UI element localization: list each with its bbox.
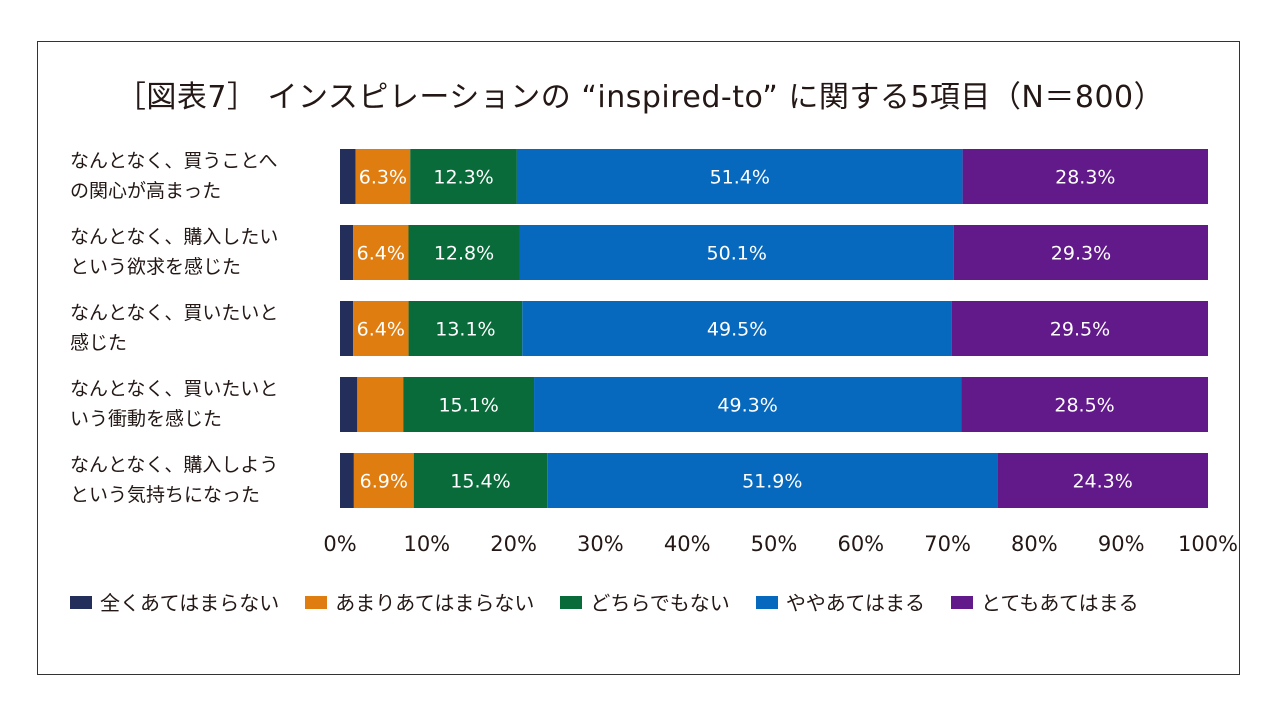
bar-segment: [353, 225, 409, 280]
x-tick-label: 70%: [924, 532, 971, 556]
legend-swatch: [305, 596, 328, 609]
bar-segment: [413, 453, 548, 508]
category-label: なんとなく、購入しよう という気持ちになった: [70, 454, 279, 506]
legend-label: あまりあてはまらない: [335, 591, 535, 615]
data-label: 51.4%: [710, 167, 770, 189]
x-tick-label: 100%: [1178, 532, 1238, 556]
bar-segment: [408, 301, 523, 356]
bar-segment: [961, 377, 1208, 432]
x-tick-label: 20%: [490, 532, 537, 556]
bar-segment: [403, 377, 535, 432]
legend-swatch: [755, 596, 778, 609]
legend: 全くあてはまらない あまりあてはまらない どちらでもない ややあてはまる とてもあてはま…: [70, 588, 1220, 618]
data-label: 28.3%: [1055, 167, 1115, 189]
bar-segment: [340, 377, 358, 432]
bar-segment: [962, 149, 1208, 204]
legend-item: とてもあてはまる: [951, 591, 1139, 615]
data-label: 13.1%: [435, 319, 495, 341]
bar-segment: [408, 225, 520, 280]
data-label: 12.3%: [433, 167, 493, 189]
bar-segment: [355, 149, 411, 204]
data-label: 15.1%: [438, 395, 498, 417]
x-tick-label: 10%: [403, 532, 450, 556]
legend-swatch: [70, 596, 92, 609]
bar-segment: [357, 377, 404, 432]
chart-frame: [37, 41, 1240, 675]
data-label: 49.5%: [707, 319, 767, 341]
x-tick-label: 90%: [1098, 532, 1145, 556]
data-label: 24.3%: [1072, 471, 1132, 493]
legend-swatch: [560, 596, 583, 609]
data-label: 6.3%: [359, 167, 407, 189]
bar-segment: [340, 225, 354, 280]
legend-item: 全くあてはまらない: [70, 591, 279, 615]
data-label: 51.9%: [742, 471, 802, 493]
bar-segment: [997, 453, 1208, 508]
bar-segment: [340, 453, 354, 508]
bar-segment: [951, 301, 1208, 356]
data-label: 29.5%: [1050, 319, 1110, 341]
x-tick-label: 40%: [664, 532, 711, 556]
legend-item: どちらでもない: [560, 591, 730, 615]
bar-segment: [522, 301, 952, 356]
bar-segment: [353, 453, 414, 508]
bar-segment: [519, 225, 954, 280]
legend-label: とてもあてはまる: [981, 591, 1139, 615]
data-label: 50.1%: [707, 243, 767, 265]
data-label: 49.3%: [717, 395, 777, 417]
x-tick-label: 30%: [577, 532, 624, 556]
x-tick-label: 60%: [837, 532, 884, 556]
bar-segment: [340, 301, 354, 356]
bar-segment: [547, 453, 998, 508]
data-label: 29.3%: [1051, 243, 1111, 265]
category-label: なんとなく、買いたいと いう衝動を感じた: [70, 378, 279, 430]
data-label: 15.4%: [450, 471, 510, 493]
data-label: 6.4%: [357, 319, 405, 341]
bar-segment: [953, 225, 1208, 280]
legend-label: ややあてはまる: [785, 591, 926, 615]
data-label: 6.9%: [360, 471, 408, 493]
legend-swatch: [951, 596, 974, 609]
legend-label: どちらでもない: [590, 591, 730, 615]
category-label: なんとなく、購入したい という欲求を感じた: [70, 226, 279, 278]
bar-segment: [516, 149, 963, 204]
bar-segment: [534, 377, 962, 432]
x-tick-label: 50%: [751, 532, 798, 556]
legend-label: 全くあてはまらない: [100, 591, 280, 615]
data-label: 6.4%: [357, 243, 405, 265]
chart-title: ［図表7］ インスピレーションの “inspired-to” に関する5項目（N…: [115, 80, 1165, 115]
bar-segment: [353, 301, 409, 356]
bar-segment: [340, 149, 356, 204]
legend-item: あまりあてはまらない: [305, 591, 534, 615]
legend-item: ややあてはまる: [755, 591, 926, 615]
bar-segment: [410, 149, 517, 204]
data-label: 12.8%: [434, 243, 494, 265]
category-label: なんとなく、買いたいと 感じた: [70, 302, 279, 354]
data-label: 28.5%: [1054, 395, 1114, 417]
x-tick-label: 0%: [323, 532, 356, 556]
x-tick-label: 80%: [1011, 532, 1058, 556]
category-label: なんとなく、買うことへ の関心が高まった: [70, 150, 278, 202]
